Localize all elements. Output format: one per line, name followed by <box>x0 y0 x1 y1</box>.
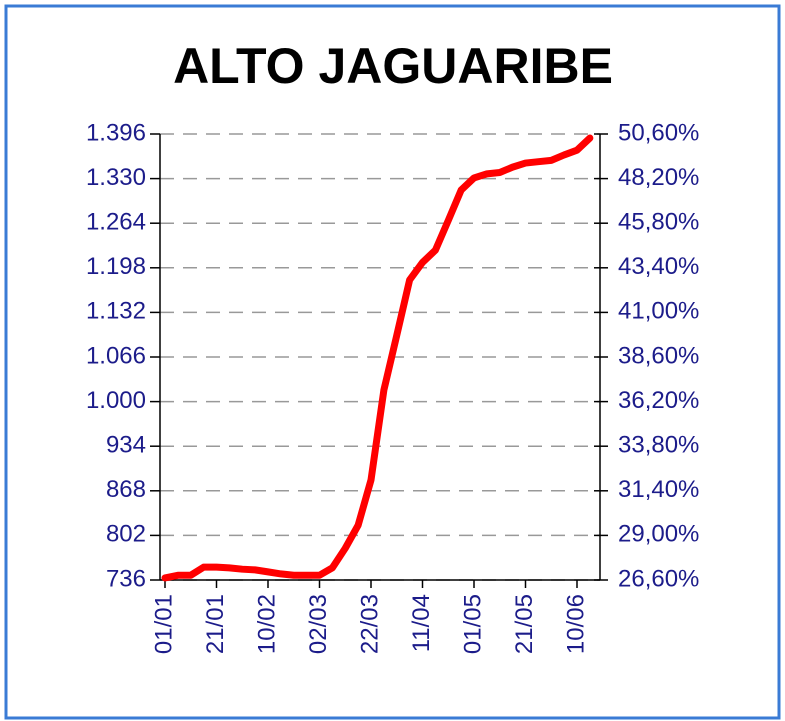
y-tick-label: 1.000 <box>86 387 146 414</box>
x-tick-label: 21/01 <box>202 594 229 654</box>
x-tick-label: 10/06 <box>562 594 589 654</box>
y2-tick-label: 43,40% <box>618 253 699 280</box>
y2-tick-label: 41,00% <box>618 298 699 325</box>
y-tick-label: 934 <box>106 432 146 459</box>
x-tick-label: 01/05 <box>459 594 486 654</box>
x-tick-label: 01/01 <box>150 594 177 654</box>
data-line <box>161 134 594 582</box>
y2-tick-label: 29,00% <box>618 521 699 548</box>
x-tick-label: 22/03 <box>356 594 383 654</box>
y2-tick-label: 33,80% <box>618 432 699 459</box>
y-tick-label: 802 <box>106 521 146 548</box>
y-tick-label: 1.132 <box>86 298 146 325</box>
y2-tick-label: 31,40% <box>618 476 699 503</box>
y-tick-label: 1.330 <box>86 164 146 191</box>
x-tick-label: 02/03 <box>305 594 332 654</box>
y2-tick-label: 26,60% <box>618 565 699 592</box>
chart-title: ALTO JAGUARIBE <box>173 38 613 94</box>
y2-tick-label: 36,20% <box>618 387 699 414</box>
y2-tick-label: 48,20% <box>618 164 699 191</box>
y-tick-label: 868 <box>106 476 146 503</box>
x-tick-label: 10/02 <box>253 594 280 654</box>
y2-tick-label: 50,60% <box>618 119 699 146</box>
y2-tick-label: 45,80% <box>618 209 699 236</box>
x-tick-label: 21/05 <box>511 594 538 654</box>
y-tick-label: 1.396 <box>86 119 146 146</box>
y-tick-label: 1.264 <box>86 209 146 236</box>
y-tick-label: 736 <box>106 565 146 592</box>
y-tick-label: 1.198 <box>86 253 146 280</box>
y-tick-label: 1.066 <box>86 342 146 369</box>
y2-tick-label: 38,60% <box>618 342 699 369</box>
x-tick-label: 11/04 <box>408 594 435 652</box>
